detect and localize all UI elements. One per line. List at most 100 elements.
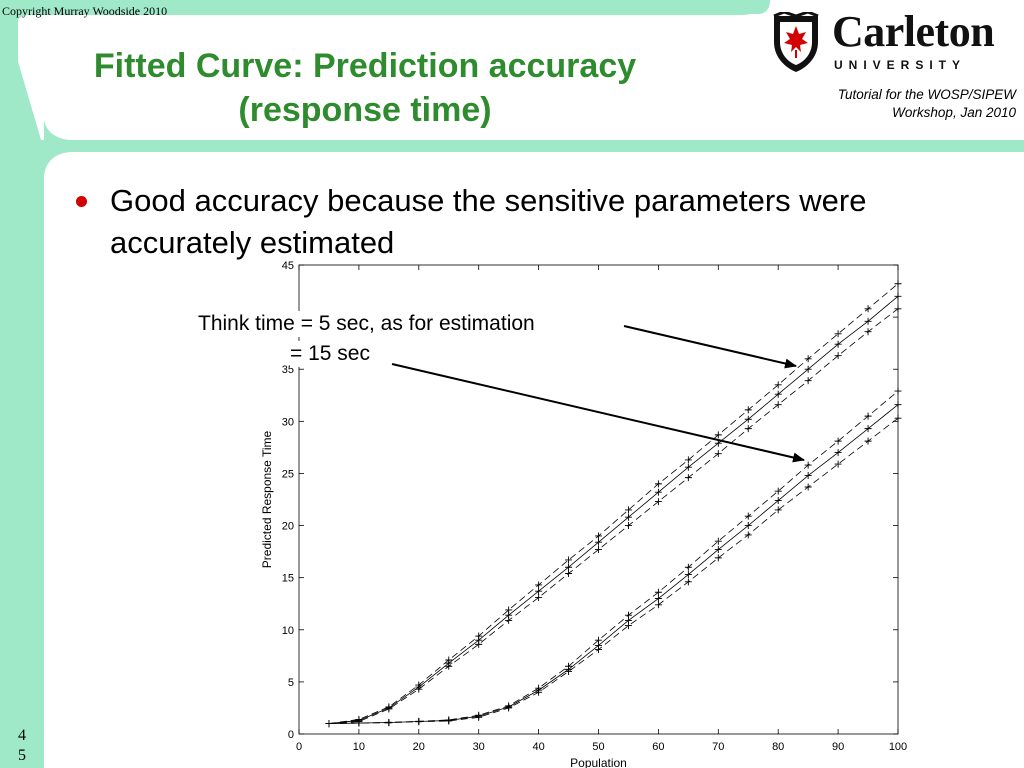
- data-point-marker: [325, 720, 333, 728]
- data-point-marker: [624, 513, 632, 521]
- data-point-marker: [355, 719, 363, 727]
- data-point-marker: [894, 280, 902, 288]
- data-point-marker: [804, 355, 812, 363]
- page-number-digit-2: 5: [18, 747, 26, 764]
- data-point-marker: [624, 622, 632, 630]
- y-tick-label: 10: [282, 625, 294, 637]
- data-point-marker: [804, 461, 812, 469]
- y-tick-label: 15: [282, 573, 294, 585]
- logo-name: Carleton: [832, 7, 995, 56]
- data-point-marker: [684, 578, 692, 586]
- data-point-marker: [535, 587, 543, 595]
- data-point-marker: [804, 472, 812, 480]
- y-tick-label: 35: [282, 364, 294, 376]
- data-point-marker: [624, 522, 632, 530]
- data-point-marker: [834, 460, 842, 468]
- series-line: [328, 390, 899, 724]
- bullet-dot: [76, 196, 87, 207]
- data-point-marker: [505, 616, 513, 624]
- x-tick-label: 10: [353, 741, 365, 753]
- data-point-marker: [684, 563, 692, 571]
- data-point-marker: [744, 531, 752, 539]
- x-tick-label: 0: [296, 741, 302, 753]
- annotation-think-time-5: Think time = 5 sec, as for estimation: [198, 311, 535, 337]
- y-tick-label: 30: [282, 416, 294, 428]
- data-point-marker: [654, 498, 662, 506]
- y-axis-label: Predicted Response Time: [260, 430, 274, 568]
- data-point-marker: [804, 483, 812, 491]
- y-tick-label: 0: [288, 729, 294, 741]
- data-point-marker: [415, 718, 423, 726]
- carleton-shield-icon: [773, 12, 819, 72]
- copyright-notice: Copyright Murray Woodside 2010: [2, 4, 168, 18]
- y-tick-label: 45: [282, 260, 294, 272]
- data-point-marker: [804, 377, 812, 385]
- data-point-marker: [744, 522, 752, 530]
- data-point-marker: [654, 595, 662, 603]
- data-point-marker: [565, 569, 573, 577]
- data-point-marker: [864, 412, 872, 420]
- x-tick-label: 90: [832, 741, 844, 753]
- data-point-marker: [894, 414, 902, 422]
- data-point-marker: [445, 717, 453, 725]
- annotation-think-time-15: = 15 sec: [290, 341, 370, 367]
- x-tick-label: 20: [413, 741, 425, 753]
- slide-title-line-1: Fitted Curve: Prediction accuracy: [93, 47, 637, 85]
- logo-subtitle: UNIVERSITY: [834, 58, 967, 72]
- data-point-marker: [894, 292, 902, 300]
- page-number-digit-1: 4: [18, 727, 26, 744]
- x-tick-label: 60: [652, 741, 664, 753]
- x-tick-label: 80: [772, 741, 784, 753]
- x-tick-label: 50: [592, 741, 604, 753]
- data-point-marker: [385, 705, 393, 713]
- data-point-marker: [505, 606, 513, 614]
- slide-title: Fitted Curve: Prediction accuracy (respo…: [20, 44, 710, 132]
- data-point-marker: [774, 506, 782, 514]
- data-point-marker: [834, 437, 842, 445]
- data-point-marker: [595, 546, 602, 554]
- data-point-marker: [714, 546, 722, 554]
- data-point-marker: [654, 601, 662, 609]
- data-point-marker: [595, 636, 602, 644]
- data-point-marker: [654, 488, 662, 496]
- data-point-marker: [774, 497, 782, 505]
- tutorial-caption: Tutorial for the WOSP/SIPEW Workshop, Ja…: [756, 86, 1016, 122]
- data-point-marker: [834, 449, 842, 457]
- data-point-marker: [894, 387, 902, 395]
- data-point-marker: [744, 512, 752, 520]
- data-point-marker: [565, 667, 573, 675]
- data-point-marker: [714, 537, 722, 545]
- data-point-marker: [834, 352, 842, 360]
- x-tick-label: 100: [889, 741, 907, 753]
- x-tick-label: 30: [473, 741, 485, 753]
- tutorial-line-2: Workshop, Jan 2010: [892, 105, 1016, 120]
- data-point-marker: [894, 401, 902, 409]
- data-point-marker: [535, 688, 543, 696]
- data-point-marker: [565, 556, 573, 564]
- data-point-marker: [684, 463, 692, 471]
- data-point-marker: [774, 487, 782, 495]
- data-point-marker: [864, 425, 872, 433]
- data-point-marker: [834, 330, 842, 338]
- series-line: [328, 417, 899, 724]
- x-tick-label: 40: [532, 741, 544, 753]
- data-point-marker: [475, 632, 483, 640]
- data-point-marker: [714, 554, 722, 562]
- data-point-marker: [595, 532, 602, 540]
- data-point-marker: [864, 305, 872, 313]
- data-point-marker: [475, 713, 483, 721]
- data-point-marker: [475, 640, 483, 648]
- data-point-marker: [654, 480, 662, 488]
- data-point-marker: [595, 538, 602, 546]
- data-point-marker: [684, 571, 692, 579]
- data-point-marker: [684, 474, 692, 482]
- data-point-marker: [535, 593, 543, 601]
- data-point-marker: [894, 305, 902, 313]
- data-point-marker: [505, 704, 513, 712]
- carleton-logo: Carleton UNIVERSITY: [770, 8, 1010, 76]
- data-point-marker: [445, 656, 453, 664]
- y-tick-label: 5: [288, 677, 294, 689]
- data-point-marker: [445, 662, 453, 670]
- y-tick-label: 25: [282, 468, 294, 480]
- slide-title-line-2: (response time): [238, 91, 492, 129]
